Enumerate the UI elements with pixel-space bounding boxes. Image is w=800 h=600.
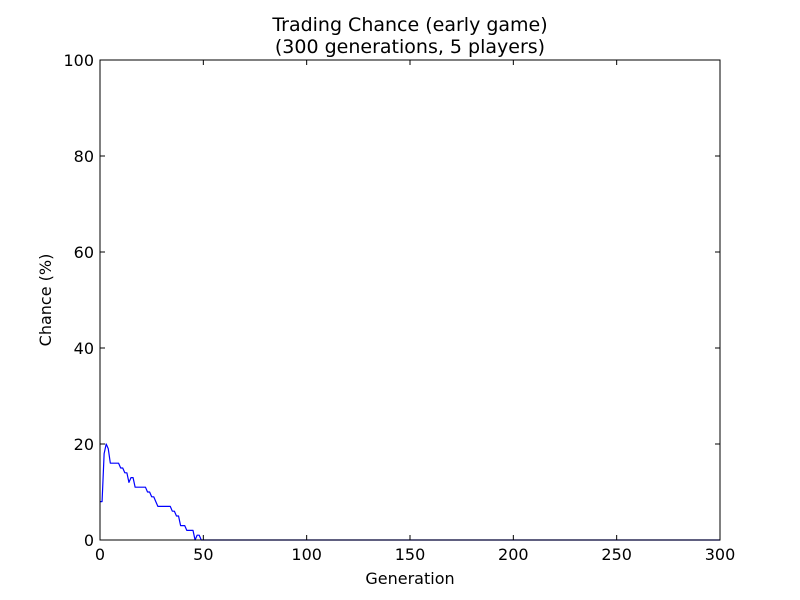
x-tick-label: 200: [498, 545, 529, 564]
x-tick-label: 150: [395, 545, 426, 564]
x-tick-label: 300: [705, 545, 736, 564]
y-axis-label: Chance (%): [36, 254, 55, 347]
y-tick-label: 80: [74, 147, 94, 166]
series-line: [100, 443, 720, 541]
y-tick-label: 0: [84, 531, 94, 550]
y-tick-label: 40: [74, 339, 94, 358]
chart-subtitle: (300 generations, 5 players): [275, 36, 545, 58]
x-tick-label: 0: [95, 545, 105, 564]
chart-title: Trading Chance (early game): [271, 14, 547, 36]
x-tick-label: 250: [601, 545, 632, 564]
y-tick-label: 100: [63, 51, 94, 70]
x-tick-label: 50: [193, 545, 213, 564]
y-tick-label: 20: [74, 435, 94, 454]
x-axis-label: Generation: [365, 569, 454, 588]
x-tick-label: 100: [291, 545, 322, 564]
ticks-layer: 0 50 100 150 200 250 300 0 20 40 60 80 100: [63, 51, 735, 564]
series-layer: [100, 443, 720, 541]
y-tick-label: 60: [74, 243, 94, 262]
plot-area: [100, 60, 720, 540]
